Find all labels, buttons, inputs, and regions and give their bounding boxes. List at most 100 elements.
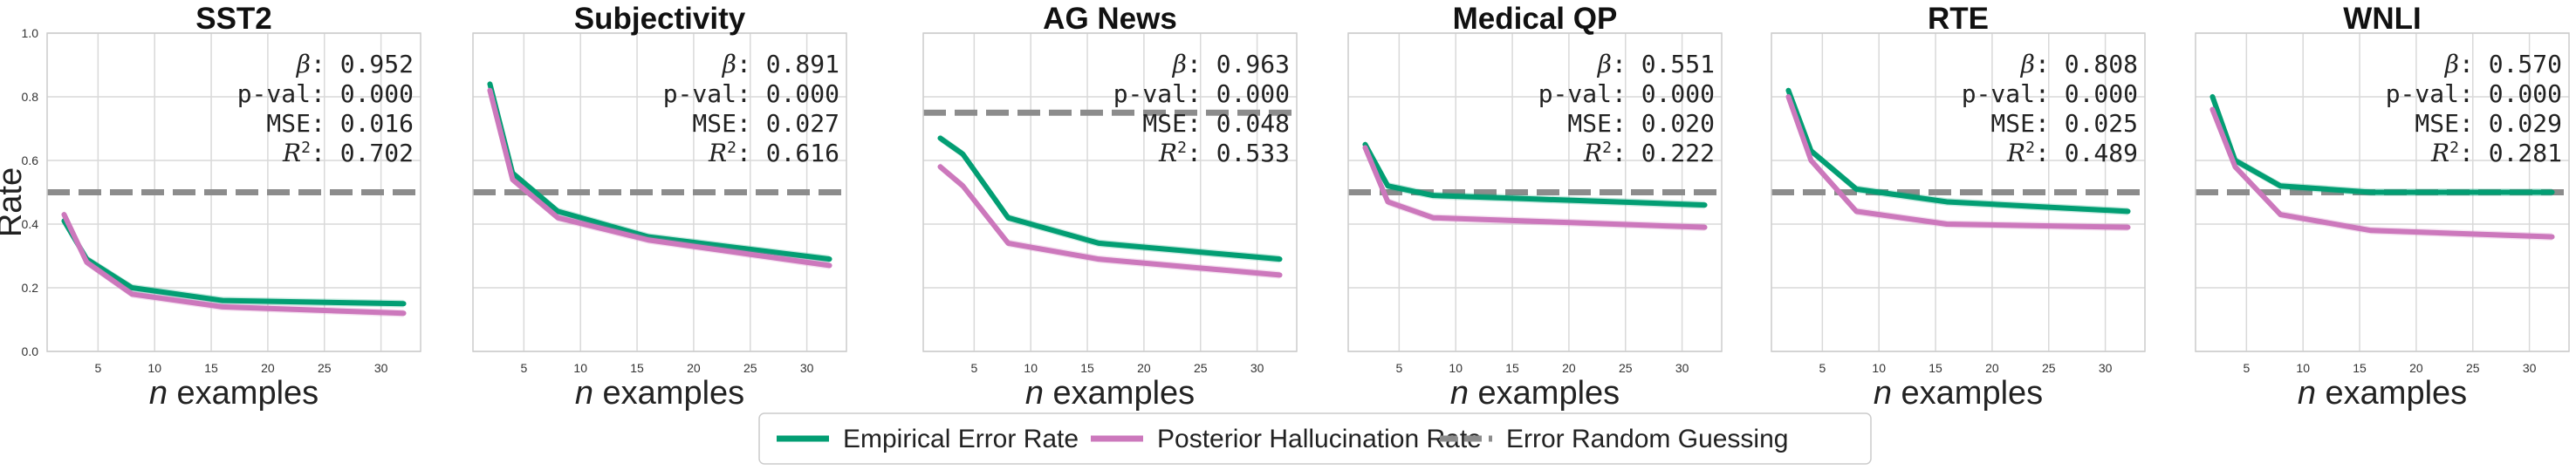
stat-beta: β: 0.808 (2020, 50, 2138, 78)
stat-r2-symbol: R (708, 139, 727, 167)
axes-frame (472, 32, 847, 352)
stat-r2-exponent: 2 (2025, 139, 2035, 157)
stat-pval: p-val: 0.000 (1538, 79, 1715, 108)
stat-r2-value: : 0.281 (2459, 139, 2562, 167)
stat-mse: MSE: 0.016 (266, 109, 414, 138)
legend-frame (758, 412, 1872, 465)
stat-beta: β: 0.570 (2444, 50, 2562, 78)
stat-beta-symbol: β (2020, 50, 2035, 78)
stat-mse: MSE: 0.029 (2415, 109, 2562, 138)
x-axis-label: n examples (1874, 375, 2043, 412)
axes-frame (1347, 32, 1723, 352)
x-tick-label: 20 (1137, 361, 1151, 375)
x-axis-label: n examples (1450, 375, 1620, 412)
stat-r2: R2: 0.281 (2430, 139, 2562, 168)
axes-frame (46, 32, 421, 352)
stat-r2: R2: 0.533 (1158, 139, 1290, 168)
subplot-title: AG News (1043, 2, 1177, 36)
stat-r2-symbol: R (1583, 139, 1602, 167)
stat-pval: p-val: 0.000 (237, 79, 414, 108)
subplot-medical-qp: 5 10 15 20 25 30 Medical QP n examples β: 0.551p… (1347, 2, 1723, 412)
stat-mse: MSE: 0.027 (692, 109, 839, 138)
stat-pval: p-val: 0.000 (1113, 79, 1290, 108)
x-axis-label-text: examples (1469, 375, 1620, 412)
x-tick-label: 30 (1675, 361, 1689, 375)
stat-beta: β: 0.952 (296, 50, 414, 78)
subplot-ag-news: 5 10 15 20 25 30 AG News n examples β: 0.963p-va… (922, 2, 1298, 412)
x-axis-label: n examples (149, 375, 319, 412)
subplot-wnli: 5 10 15 20 25 30 WNLI n examples β: 0.570p-val: … (2195, 2, 2570, 412)
x-tick-label: 10 (2296, 361, 2310, 375)
stat-beta-symbol: β (722, 50, 736, 78)
x-tick-label: 5 (1819, 361, 1826, 375)
stat-r2-exponent: 2 (727, 139, 736, 157)
plot-area (1771, 33, 2145, 351)
stat-beta-symbol: β (1597, 50, 1612, 78)
x-tick-label: 30 (800, 361, 814, 375)
x-tick-label: 15 (1080, 361, 1094, 375)
stat-beta-value: : 0.891 (736, 50, 839, 78)
x-axis-label-text: examples (1044, 375, 1195, 412)
stat-r2: R2: 0.489 (2006, 139, 2138, 168)
subplot-title: RTE (1928, 2, 1989, 36)
x-tick-label: 10 (1024, 361, 1038, 375)
x-axis-label-variable: n (1874, 375, 1892, 412)
x-tick-label: 15 (204, 361, 218, 375)
stat-r2-value: : 0.222 (1612, 139, 1715, 167)
posterior-confidence-band (940, 162, 1280, 279)
stat-r2-exponent: 2 (1602, 139, 1612, 157)
y-tick-label: 0.2 (22, 281, 39, 295)
stat-beta: β: 0.963 (1172, 50, 1290, 78)
stat-r2: R2: 0.702 (282, 139, 414, 168)
y-tick-label: 0.4 (22, 217, 39, 231)
x-tick-label: 15 (1929, 361, 1942, 375)
stat-r2-symbol: R (1158, 139, 1177, 167)
stat-r2-value: : 0.533 (1187, 139, 1290, 167)
x-axis-label-variable: n (2298, 375, 2316, 412)
stat-pval: p-val: 0.000 (663, 79, 839, 108)
x-axis-label-variable: n (1025, 375, 1044, 412)
legend-random-guess-label: Error Random Guessing (1506, 425, 1788, 453)
x-axis-label-variable: n (1450, 375, 1469, 412)
stat-pval: p-val: 0.000 (1962, 79, 2138, 108)
x-tick-label: 5 (2243, 361, 2250, 375)
stat-beta: β: 0.891 (722, 50, 839, 78)
x-tick-label: 30 (2523, 361, 2537, 375)
legend-empirical-label: Empirical Error Rate (843, 425, 1079, 453)
x-axis-label: n examples (2298, 375, 2467, 412)
x-axis-label-text: examples (2316, 375, 2467, 412)
x-tick-label: 15 (2353, 361, 2367, 375)
stat-r2-value: : 0.702 (311, 139, 414, 167)
subplot-title: Subjectivity (574, 2, 746, 36)
x-tick-label: 25 (743, 361, 757, 375)
x-tick-label: 10 (1872, 361, 1886, 375)
x-tick-label: 15 (1505, 361, 1519, 375)
stat-beta-value: : 0.551 (1612, 50, 1715, 78)
stat-r2-exponent: 2 (2449, 139, 2459, 157)
axes-frame (922, 32, 1298, 352)
x-tick-label: 25 (2042, 361, 2056, 375)
x-tick-label: 5 (94, 361, 101, 375)
subplot-title: WNLI (2343, 2, 2421, 36)
y-tick-label: 0.6 (22, 153, 39, 167)
stat-beta-value: : 0.570 (2459, 50, 2562, 78)
posterior-confidence-band (1365, 144, 1705, 232)
subplot-title: SST2 (195, 2, 272, 36)
stat-r2-value: : 0.489 (2035, 139, 2138, 167)
y-tick-label: 0.0 (22, 344, 39, 358)
x-axis-label-variable: n (149, 375, 168, 412)
x-tick-label: 25 (1194, 361, 1208, 375)
x-tick-label: 25 (318, 361, 332, 375)
stat-r2-symbol: R (282, 139, 301, 167)
plot-area (923, 33, 1297, 351)
stat-mse: MSE: 0.020 (1567, 109, 1715, 138)
x-tick-label: 10 (147, 361, 161, 375)
axes-frame (1771, 32, 2146, 352)
x-axis-label-text: examples (1892, 375, 2043, 412)
x-axis-label-variable: n (575, 375, 593, 412)
x-tick-label: 5 (1395, 361, 1402, 375)
x-tick-label: 30 (2099, 361, 2113, 375)
x-axis-label-text: examples (593, 375, 744, 412)
stat-mse: MSE: 0.048 (1142, 109, 1290, 138)
